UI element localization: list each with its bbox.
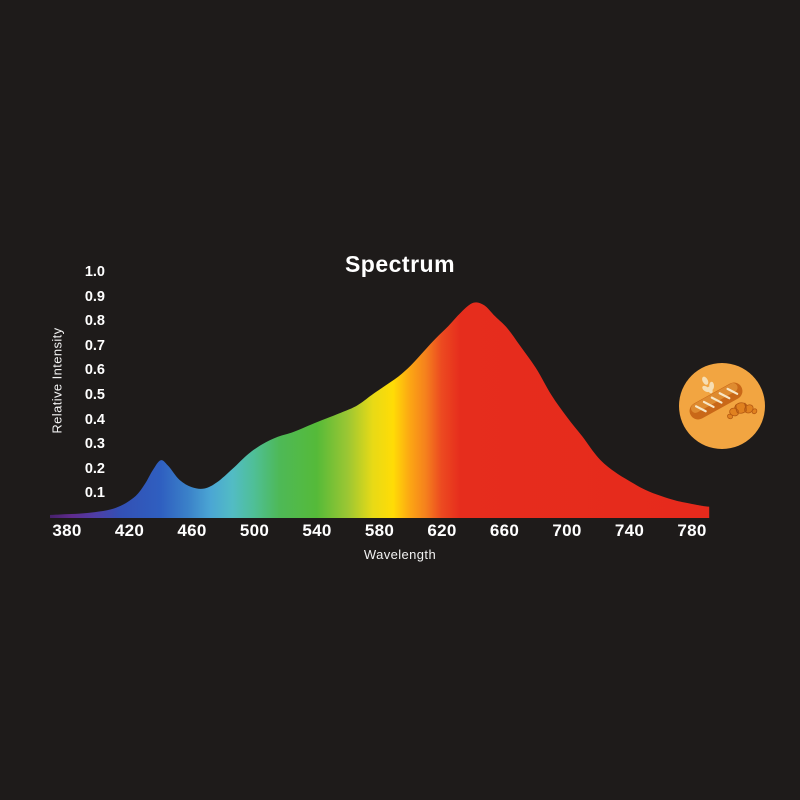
y-tick-label: 0.6 — [84, 362, 105, 379]
x-tick-label: 740 — [614, 521, 645, 540]
y-tick-label: 0.5 — [84, 387, 105, 403]
chart-title: Spectrum — [344, 251, 456, 277]
spectrum-area-chart — [50, 302, 710, 518]
croissant-icon — [727, 402, 758, 420]
y-tick-label: 0.8 — [84, 313, 105, 330]
y-tick-label: 1.0 — [84, 264, 105, 280]
x-tick-label: 780 — [677, 521, 707, 540]
y-tick-label: 0.1 — [84, 485, 105, 502]
y-tick-label: 0.9 — [84, 288, 105, 305]
x-tick-label: 660 — [489, 521, 520, 540]
y-tick-label: 0.3 — [84, 436, 105, 453]
baguette-icon — [689, 382, 743, 420]
y-tick-label: 0.2 — [84, 460, 105, 477]
x-tick-label: 580 — [364, 521, 395, 540]
x-tick-label: 620 — [427, 521, 457, 540]
x-tick-label: 420 — [114, 521, 145, 540]
spectrum-curve-fill — [50, 302, 710, 518]
y-tick-label: 0.4 — [84, 411, 105, 428]
x-tick-label: 460 — [177, 521, 207, 540]
bakery-icon — [679, 363, 765, 449]
wheat-sprig-icon — [702, 376, 714, 394]
x-tick-label: 700 — [552, 521, 582, 540]
x-tick-label: 380 — [52, 521, 82, 540]
x-axis-title: Wavelength — [363, 547, 437, 562]
x-tick-label: 500 — [239, 521, 270, 540]
x-tick-label: 540 — [302, 521, 332, 540]
y-tick-label: 0.7 — [84, 337, 105, 354]
